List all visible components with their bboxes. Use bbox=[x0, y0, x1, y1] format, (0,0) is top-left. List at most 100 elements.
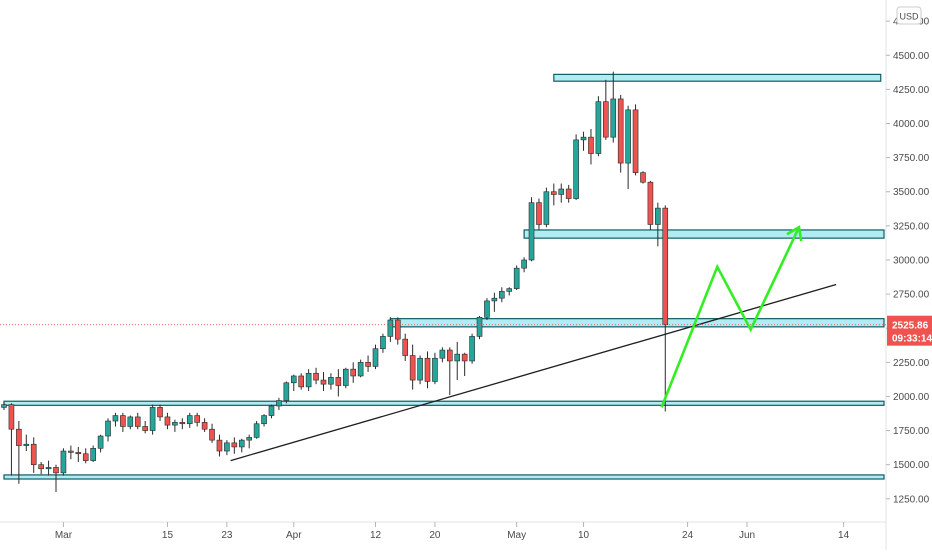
y-tick-label: 3000.00 bbox=[893, 255, 930, 266]
candle-up bbox=[543, 191, 550, 225]
candle-down bbox=[640, 172, 646, 183]
candle-down bbox=[179, 422, 186, 425]
candle-up bbox=[573, 139, 579, 199]
candle-up bbox=[186, 415, 193, 425]
candle-up bbox=[23, 443, 30, 446]
trendline[interactable] bbox=[230, 283, 837, 462]
support-resistance-zone[interactable] bbox=[389, 318, 885, 328]
candle-up bbox=[439, 349, 446, 359]
candle-up bbox=[580, 136, 587, 141]
currency-label: USD bbox=[899, 12, 919, 22]
candle-down bbox=[134, 416, 141, 427]
y-tick-label: 2750.00 bbox=[893, 290, 930, 301]
candle-up bbox=[283, 382, 290, 401]
countdown-timer: 09:33:14 bbox=[892, 334, 932, 345]
y-tick-label: 1250.00 bbox=[893, 494, 930, 505]
candle-down bbox=[365, 362, 371, 367]
candle-down bbox=[313, 372, 319, 381]
y-tick-label: 1500.00 bbox=[893, 460, 930, 471]
candle-up bbox=[127, 416, 134, 427]
candle-down bbox=[335, 377, 342, 386]
candle-down bbox=[30, 443, 37, 465]
currency-button[interactable]: USD bbox=[896, 6, 922, 25]
candle-up bbox=[499, 291, 505, 299]
candle-up bbox=[528, 202, 535, 261]
candle-down bbox=[409, 355, 416, 381]
x-tick-label: 23 bbox=[221, 530, 233, 541]
candle-down bbox=[53, 467, 59, 474]
candle-up bbox=[268, 405, 275, 416]
candle-up bbox=[357, 362, 364, 377]
candle-up bbox=[149, 407, 156, 431]
candle-up bbox=[45, 467, 52, 470]
support-resistance-zone[interactable] bbox=[3, 400, 885, 406]
candle-down bbox=[565, 188, 572, 199]
candle-down bbox=[588, 136, 594, 154]
x-tick-label: 10 bbox=[578, 530, 590, 541]
candle-up bbox=[558, 188, 565, 195]
candle-up bbox=[172, 422, 178, 426]
time-axis[interactable]: Mar 15 23 Apr 12 20 May 10 24 Jun 14 bbox=[55, 522, 850, 541]
candle-down bbox=[617, 98, 624, 164]
candle-up bbox=[432, 357, 438, 382]
x-tick-label: 20 bbox=[429, 530, 441, 541]
candle-down bbox=[461, 353, 468, 362]
x-tick-label: Apr bbox=[286, 530, 302, 541]
candle-down bbox=[157, 407, 163, 418]
candle-down bbox=[75, 452, 82, 455]
candle-up bbox=[476, 316, 483, 337]
candle-down bbox=[536, 202, 542, 225]
y-tick-label: 4250.00 bbox=[893, 85, 930, 96]
x-tick-label: 24 bbox=[682, 530, 694, 541]
candle-up bbox=[105, 420, 111, 437]
y-tick-label: 2000.00 bbox=[893, 392, 930, 403]
candle-up bbox=[491, 297, 498, 302]
candle-down bbox=[164, 416, 171, 426]
support-resistance-zone[interactable] bbox=[523, 229, 885, 239]
candle-down bbox=[209, 428, 215, 441]
candle-up bbox=[253, 423, 260, 438]
y-tick-label: 3250.00 bbox=[893, 221, 930, 232]
candle-up bbox=[506, 288, 513, 292]
candle-down bbox=[298, 375, 305, 388]
candle-down bbox=[216, 439, 223, 452]
candles-layer bbox=[1, 71, 669, 492]
candle-down bbox=[394, 319, 401, 340]
candle-up bbox=[513, 267, 520, 289]
last-price-value: 2525.86 bbox=[892, 321, 929, 332]
support-resistance-zone[interactable] bbox=[3, 474, 885, 480]
candle-down bbox=[662, 207, 669, 325]
candle-up bbox=[454, 353, 461, 362]
y-tick-label: 3750.00 bbox=[893, 153, 930, 164]
candle-down bbox=[194, 415, 200, 423]
candle-down bbox=[632, 109, 639, 173]
candle-down bbox=[603, 101, 609, 138]
candle-up bbox=[484, 300, 490, 318]
candle-up bbox=[60, 450, 67, 474]
candle-up bbox=[97, 435, 104, 449]
candle-down bbox=[16, 428, 22, 446]
candle-down bbox=[8, 404, 15, 430]
price-axis[interactable]: 4750.004500.004250.004000.003750.003500.… bbox=[886, 17, 930, 506]
x-tick-label: May bbox=[507, 530, 526, 541]
candle-up bbox=[328, 377, 334, 385]
candle-down bbox=[647, 181, 654, 225]
candle-up bbox=[112, 415, 119, 422]
candle-up bbox=[261, 415, 267, 425]
candle-down bbox=[424, 357, 431, 382]
candle-down bbox=[402, 338, 409, 356]
x-tick-label: Jun bbox=[739, 530, 755, 541]
last-price-tag-background bbox=[887, 315, 932, 346]
y-tick-label: 3500.00 bbox=[893, 187, 930, 198]
y-tick-label: 1750.00 bbox=[893, 426, 930, 437]
candle-up bbox=[387, 319, 394, 337]
x-tick-label: 15 bbox=[162, 530, 174, 541]
candle-up bbox=[276, 400, 282, 407]
candle-up bbox=[90, 448, 96, 461]
projection-path[interactable] bbox=[660, 226, 801, 408]
candle-up bbox=[372, 348, 379, 367]
support-resistance-zone[interactable] bbox=[553, 73, 882, 82]
drawings-layer bbox=[230, 225, 837, 462]
